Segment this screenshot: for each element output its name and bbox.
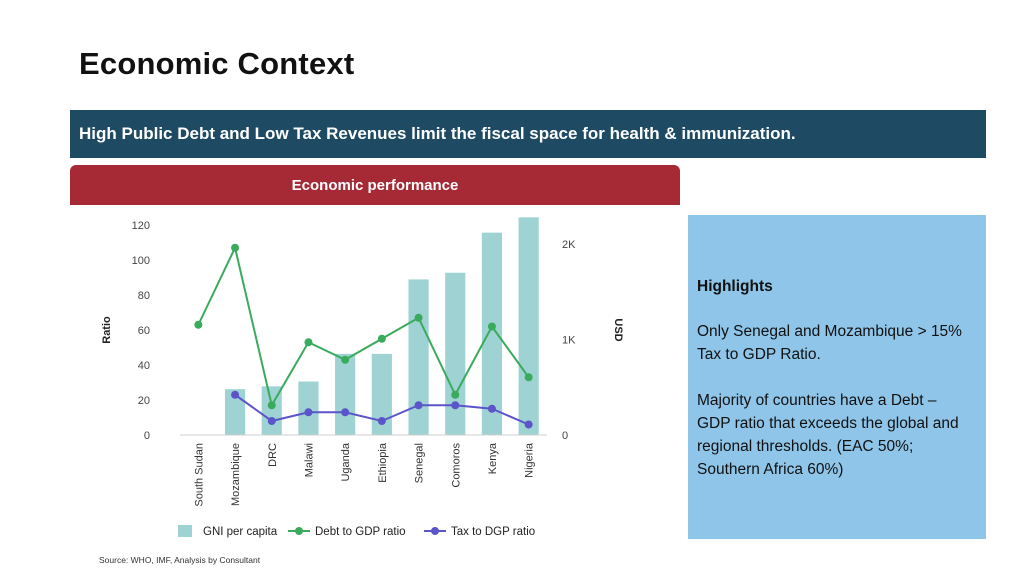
headline-banner: High Public Debt and Low Tax Revenues li… bbox=[70, 110, 986, 158]
legend-label-tax-to-dgp-ratio: Tax to DGP ratio bbox=[451, 526, 535, 538]
line-debt-to-gdp-ratio bbox=[197, 244, 530, 408]
y-right-tick-label: 2K bbox=[562, 239, 576, 251]
page-title: Economic Context bbox=[79, 46, 355, 81]
y-left-tick-label: 80 bbox=[138, 290, 150, 302]
point-debt-to-gdp-ratio-south-sudan bbox=[194, 320, 203, 329]
highlight-point-debt: Majority of countries have a Debt – GDP … bbox=[697, 392, 959, 478]
bar-nigeria bbox=[518, 217, 539, 435]
y-right-tick-label: 1K bbox=[562, 335, 576, 347]
bar-comoros bbox=[445, 272, 466, 435]
point-tax-to-dgp-ratio-drc bbox=[267, 417, 276, 425]
point-debt-to-gdp-ratio-ethiopia bbox=[377, 334, 386, 343]
point-tax-to-dgp-ratio-comoros bbox=[451, 401, 460, 410]
legend-marker-tax-to-dgp-ratio bbox=[431, 527, 439, 535]
x-tick-label-comoros: Comoros bbox=[450, 443, 462, 488]
bar-kenya bbox=[481, 232, 503, 435]
point-debt-to-gdp-ratio-comoros bbox=[451, 390, 460, 399]
bar-senegal bbox=[408, 279, 429, 435]
x-tick-label-nigeria: Nigeria bbox=[524, 442, 536, 478]
y-left-tick-label: 20 bbox=[138, 395, 150, 407]
point-debt-to-gdp-ratio-malawi bbox=[304, 338, 313, 347]
y-left-tick-label: 60 bbox=[138, 325, 150, 337]
point-debt-to-gdp-ratio-drc bbox=[267, 401, 276, 410]
chart-canvas: 120 100 80 60 40 20 0 2K 1K 0 Ratio USD South Sudan M… bbox=[99, 217, 624, 565]
legend-label-debt-to-gdp-ratio: Debt to GDP ratio bbox=[315, 526, 406, 538]
bar-ethiopia bbox=[371, 353, 392, 435]
x-tick-label-kenya: Kenya bbox=[487, 442, 499, 474]
x-tick-label-drc: DRC bbox=[267, 443, 279, 467]
point-tax-to-dgp-ratio-nigeria bbox=[524, 420, 533, 429]
x-tick-label-malawi: Malawi bbox=[303, 443, 315, 477]
y-left-tick-label: 0 bbox=[144, 430, 150, 442]
x-tick-label-ethiopia: Ethiopia bbox=[377, 442, 389, 483]
legend-label-gni-per-capita: GNI per capita bbox=[203, 526, 278, 538]
y-left-tick-label: 40 bbox=[138, 360, 150, 372]
point-debt-to-gdp-ratio-senegal bbox=[414, 313, 423, 322]
highlight-point-tax: Only Senegal and Mozambique > 15% Tax to… bbox=[697, 323, 962, 363]
point-debt-to-gdp-ratio-uganda bbox=[341, 355, 350, 364]
point-tax-to-dgp-ratio-ethiopia bbox=[377, 417, 386, 425]
highlights-panel: Highlights Only Senegal and Mozambique >… bbox=[688, 215, 986, 539]
x-tick-label-mozambique: Mozambique bbox=[230, 443, 242, 506]
bar-mozambique bbox=[224, 389, 246, 435]
point-debt-to-gdp-ratio-nigeria bbox=[524, 373, 533, 382]
y-right-tick-label: 0 bbox=[562, 430, 568, 442]
y-right-axis-title: USD bbox=[612, 318, 624, 341]
point-tax-to-dgp-ratio-senegal bbox=[414, 401, 423, 410]
point-debt-to-gdp-ratio-mozambique bbox=[231, 243, 240, 252]
y-left-tick-label: 120 bbox=[132, 220, 150, 232]
economic-performance-chart: 120 100 80 60 40 20 0 2K 1K 0 Ratio USD South Sudan M… bbox=[70, 205, 680, 570]
x-tick-label-south-sudan: South Sudan bbox=[193, 443, 205, 507]
legend-marker-debt-to-gdp-ratio bbox=[295, 527, 303, 535]
bar-uganda bbox=[335, 353, 356, 435]
x-tick-label-senegal: Senegal bbox=[414, 443, 426, 483]
y-left-tick-label: 100 bbox=[132, 255, 150, 267]
point-tax-to-dgp-ratio-kenya bbox=[487, 404, 496, 413]
highlights-heading: Highlights bbox=[697, 278, 773, 295]
y-left-axis-title: Ratio bbox=[101, 316, 113, 344]
source-note: Source: WHO, IMF, Analysis by Consultant bbox=[99, 555, 261, 565]
point-tax-to-dgp-ratio-uganda bbox=[341, 408, 350, 417]
legend-swatch-gni-per-capita bbox=[178, 525, 192, 537]
point-tax-to-dgp-ratio-mozambique bbox=[231, 390, 240, 399]
economic-performance-tab: Economic performance bbox=[70, 165, 680, 205]
x-tick-label-uganda: Uganda bbox=[340, 442, 352, 481]
point-tax-to-dgp-ratio-malawi bbox=[304, 408, 313, 417]
point-debt-to-gdp-ratio-kenya bbox=[487, 322, 496, 331]
